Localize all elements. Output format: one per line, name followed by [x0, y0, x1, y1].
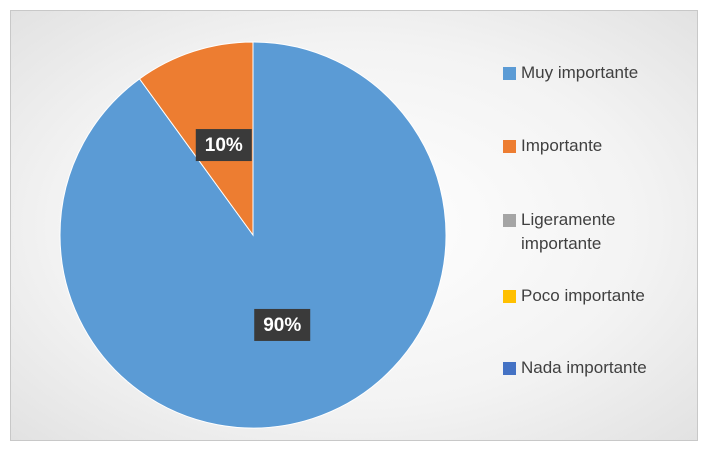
legend-swatch: [503, 67, 516, 80]
data-label-box: [195, 129, 252, 162]
legend-swatch: [503, 140, 516, 153]
legend-swatch: [503, 362, 516, 375]
legend-swatch: [503, 290, 516, 303]
legend-item: Muy importante: [503, 61, 638, 85]
legend-label: Nada importante: [521, 358, 647, 377]
legend-item: Ligeramente importante: [503, 208, 683, 256]
legend-label: Ligeramente importante: [521, 210, 616, 253]
data-label-box: [254, 308, 311, 341]
data-label-text: 90%: [263, 315, 301, 336]
legend-swatch: [503, 214, 516, 227]
pie-area: 90% 10%: [59, 41, 447, 429]
data-label-text: 10%: [205, 135, 243, 156]
legend-label: Importante: [521, 136, 603, 155]
chart: 90% 10% Muy importante Importante Ligeramen…: [10, 10, 698, 441]
legend-label: Muy importante: [521, 63, 639, 82]
legend-item: Poco importante: [503, 284, 645, 308]
legend-item: Importante: [503, 134, 602, 158]
legend-label: Poco importante: [521, 286, 645, 305]
data-label: 10%: [195, 129, 252, 162]
legend-item: Nada importante: [503, 356, 647, 380]
data-label: 90%: [254, 308, 311, 341]
